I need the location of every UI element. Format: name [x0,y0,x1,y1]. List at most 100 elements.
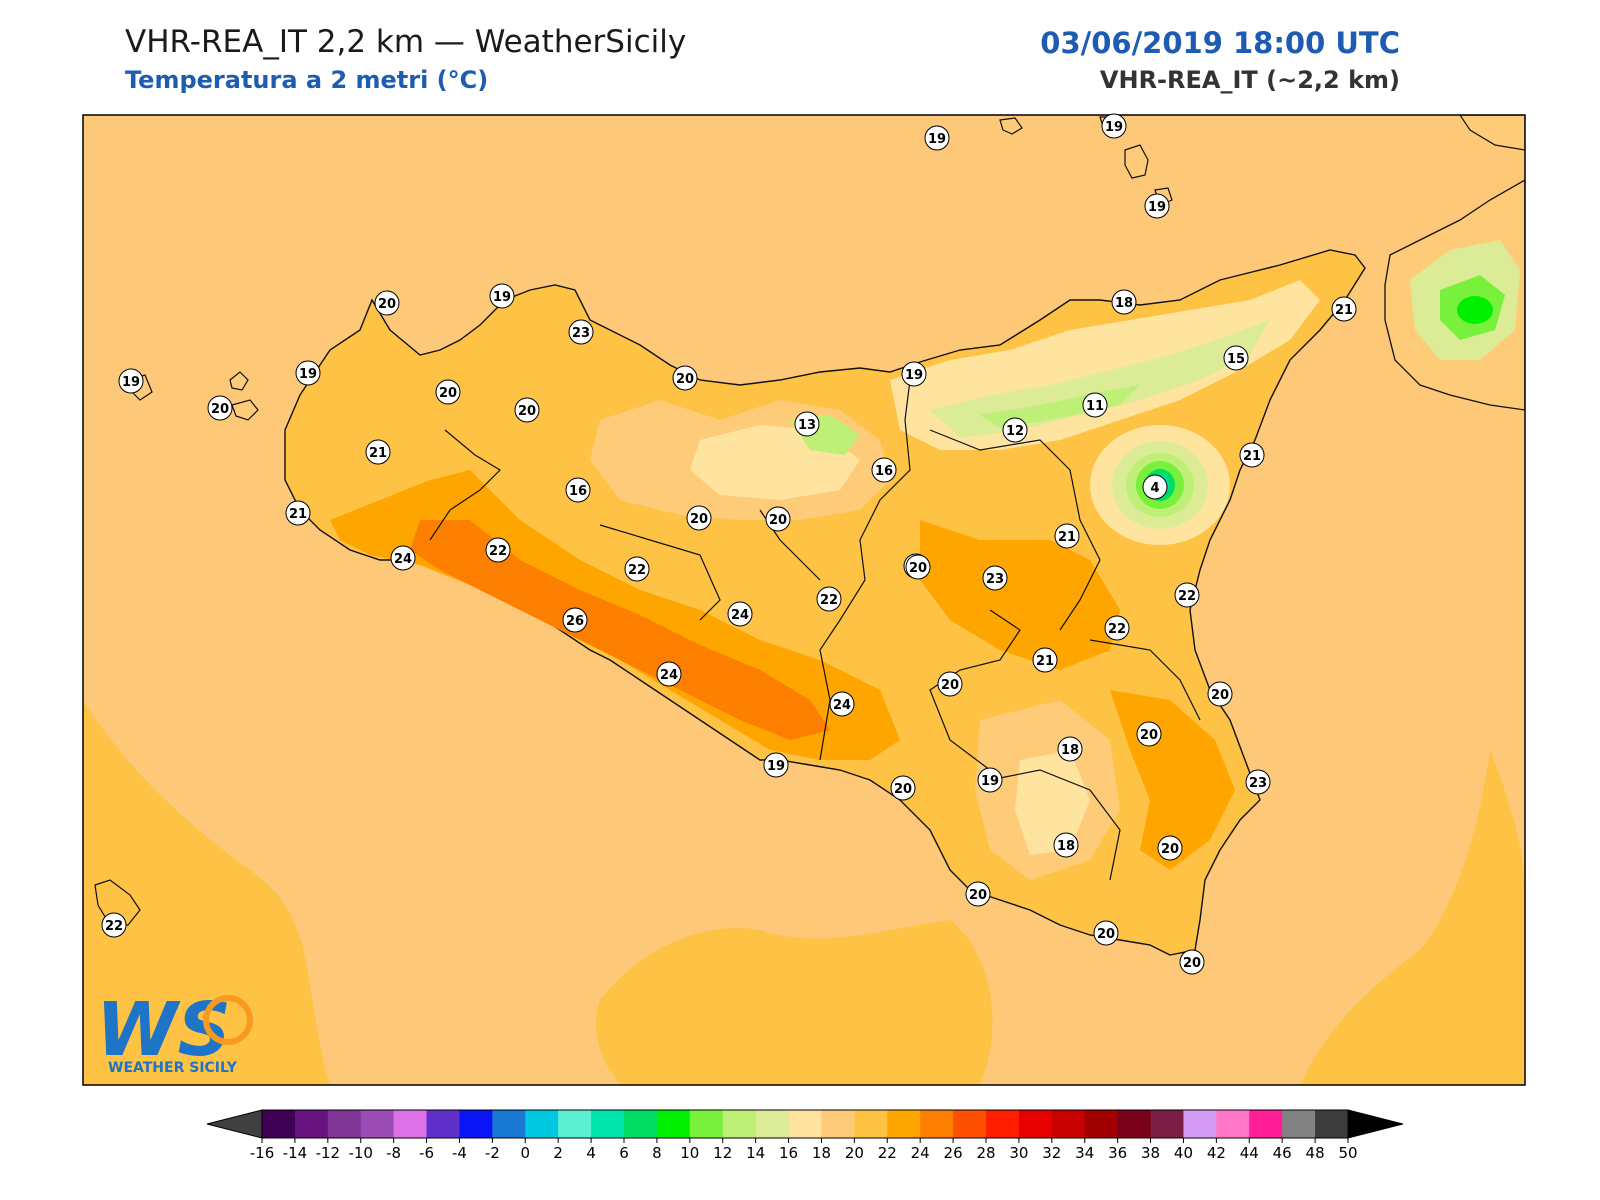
city-marker: 22 [101,912,127,938]
city-value: 20 [1140,728,1158,743]
city-value: 15 [1227,352,1245,367]
colorbar-swatch [327,1110,362,1138]
colorbar-swatch [1183,1110,1217,1138]
city-value: 20 [1183,956,1201,971]
colorbar-swatch [360,1110,395,1138]
colorbar-swatch [1018,1110,1053,1138]
city-marker: 26 [562,607,588,633]
city-marker: 15 [1223,345,1249,371]
city-marker: 23 [982,565,1008,591]
colorbar-tick-label: 46 [1273,1144,1292,1162]
city-marker: 19 [763,752,789,778]
map-datetime: 03/06/2019 18:00 UTC [1040,26,1400,60]
city-marker: 21 [285,500,311,526]
colorbar-swatch [986,1110,1020,1138]
colorbar-max-arrow [1347,1109,1404,1139]
city-value: 24 [660,668,678,683]
city-markers: 19 19 19 20 19 23 19 19 20 20 20 20 21 2… [101,113,1357,975]
city-value: 23 [986,572,1004,587]
city-value: 16 [569,484,587,499]
city-value: 19 [1148,200,1166,215]
city-marker: 21 [1032,647,1058,673]
boundary-agrigento [599,524,721,621]
temp-zone-24-center [920,520,1120,670]
colorbar-tick-label: 26 [944,1144,963,1162]
city-value: 22 [489,544,507,559]
weathersicily-logo: WS WEATHER SICILY [96,987,253,1076]
colorbar-tick-label: -6 [419,1144,434,1162]
colorbar-swatch [821,1110,855,1138]
colorbar-swatch [689,1110,724,1138]
colorbar-tick-label: 50 [1338,1144,1357,1162]
boundary-catania-siracusa [1089,639,1201,721]
city-value: 22 [628,563,646,578]
city-value: 20 [378,297,396,312]
city-marker: 16 [565,477,591,503]
colorbar-tick-label: 2 [553,1144,563,1162]
colorbar-swatch [294,1110,329,1138]
city-value: 20 [518,404,536,419]
colorbar-swatch [722,1110,757,1138]
city-value: 21 [369,446,387,461]
city-marker: 22 [1104,615,1130,641]
city-value: 16 [875,464,893,479]
city-marker: 23 [568,319,594,345]
city-marker: 20 [1207,681,1233,707]
colorbar-swatch [558,1110,592,1138]
colorbar-tick-label: -8 [386,1144,401,1162]
city-value: 24 [833,698,851,713]
city-marker: 20 [1179,949,1205,975]
city-marker: 20 [207,395,233,421]
map-title: VHR-REA_IT 2,2 km — WeatherSicily [125,24,687,60]
city-marker: 24 [829,691,855,717]
colorbar-swatch [262,1110,296,1138]
colorbar-swatch [1315,1110,1349,1138]
colorbar-swatches [262,1110,1349,1138]
colorbar-swatch [393,1110,428,1138]
colorbar-tick-label: 20 [845,1144,864,1162]
city-marker: 18 [1053,832,1079,858]
city-marker: 19 [977,767,1003,793]
city-marker: 19 [295,360,321,386]
colorbar-swatch [854,1110,888,1138]
colorbar-tick-label: 48 [1306,1144,1325,1162]
city-marker: 20 [1093,920,1119,946]
colorbar-swatch [1249,1110,1283,1138]
city-value: 18 [1061,743,1079,758]
colorbar-tick-label: 8 [652,1144,662,1162]
city-value: 19 [299,367,317,382]
colorbar-swatch [492,1110,526,1138]
colorbar-tick-label: 4 [586,1144,596,1162]
city-value: 19 [1105,120,1123,135]
city-value: 23 [572,326,590,341]
city-marker: 21 [365,439,391,465]
city-value: 20 [941,678,959,693]
city-marker: 21 [1054,523,1080,549]
city-value: 19 [767,759,785,774]
model-label: VHR-REA_IT (~2,2 km) [1099,66,1400,94]
province-boundaries [429,379,1201,881]
colorbar-frame [261,1109,1349,1139]
city-value: 21 [1335,303,1353,318]
city-value: 22 [105,919,123,934]
city-marker: 20 [374,290,400,316]
colorbar-swatch [788,1110,822,1138]
city-marker: 22 [624,556,650,582]
temp-zone-18-iblei [1015,750,1090,855]
city-marker: 20 [965,881,991,907]
city-value: 20 [439,386,457,401]
colorbar-tick-label: 12 [713,1144,732,1162]
city-value: 18 [1057,839,1075,854]
sea-warm-band-east [1300,750,1525,1085]
city-marker: 19 [118,368,144,394]
colorbar-swatch [624,1110,658,1138]
city-value: 21 [1036,654,1054,669]
city-value: 21 [289,507,307,522]
city-value: 20 [1211,688,1229,703]
colorbar-tick-label: 6 [619,1144,629,1162]
colorbar-tick-label: 38 [1141,1144,1160,1162]
city-value: 20 [690,512,708,527]
colorbar-tick-label: 0 [520,1144,530,1162]
city-marker: 16 [871,457,897,483]
